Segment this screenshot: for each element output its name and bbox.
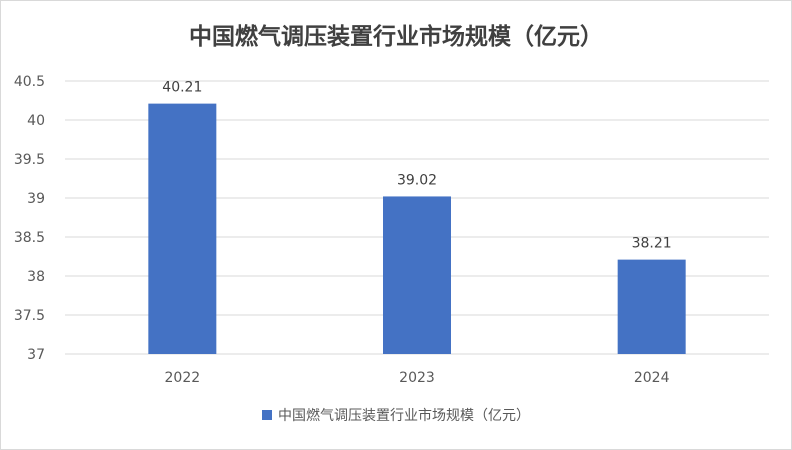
bar (383, 196, 451, 354)
y-tick-label: 39.5 (14, 152, 45, 168)
chart-title: 中国燃气调压装置行业市场规模（亿元） (189, 23, 603, 50)
y-tick-label: 37 (27, 347, 45, 363)
bar (148, 103, 217, 355)
data-label: 38.21 (632, 236, 672, 252)
y-tick-label: 38 (27, 269, 45, 285)
legend-label: 中国燃气调压装置行业市场规模（亿元） (278, 408, 530, 424)
data-label: 40.21 (162, 80, 202, 96)
legend: 中国燃气调压装置行业市场规模（亿元） (1, 405, 791, 425)
y-tick-label: 40 (27, 113, 45, 129)
y-tick-label: 37.5 (14, 308, 45, 324)
data-label: 39.02 (397, 172, 437, 188)
x-tick-label: 2022 (165, 370, 201, 386)
bar (617, 259, 686, 354)
legend-swatch (262, 410, 272, 420)
y-tick-label: 38.5 (14, 230, 45, 246)
x-tick-label: 2023 (399, 370, 435, 386)
y-tick-label: 40.5 (14, 74, 45, 90)
y-tick-label: 39 (27, 191, 45, 207)
x-tick-label: 2024 (634, 370, 670, 386)
